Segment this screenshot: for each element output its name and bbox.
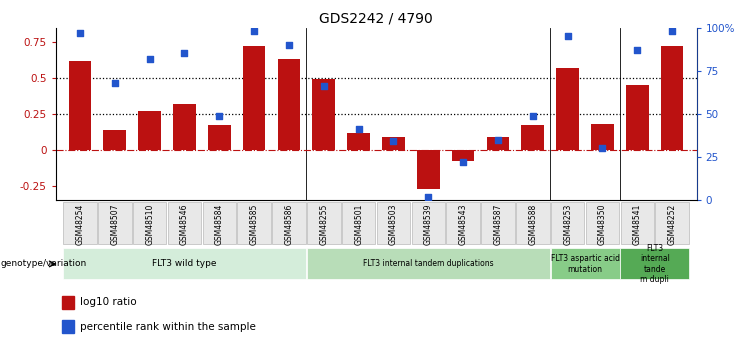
Bar bbox=[98, 203, 131, 244]
Text: GSM48543: GSM48543 bbox=[459, 204, 468, 245]
Text: FLT3 aspartic acid
mutation: FLT3 aspartic acid mutation bbox=[551, 254, 619, 274]
Text: genotype/variation: genotype/variation bbox=[1, 259, 87, 268]
Text: FLT3 wild type: FLT3 wild type bbox=[152, 259, 216, 268]
Bar bbox=[586, 203, 619, 244]
Text: GSM48350: GSM48350 bbox=[598, 204, 607, 245]
Bar bbox=[307, 248, 550, 279]
Bar bbox=[63, 248, 306, 279]
Text: log10 ratio: log10 ratio bbox=[80, 297, 136, 307]
Point bbox=[631, 47, 643, 53]
Text: GSM48254: GSM48254 bbox=[76, 204, 84, 245]
Bar bbox=[307, 203, 341, 244]
Bar bbox=[348, 132, 370, 150]
Point bbox=[353, 127, 365, 132]
Text: GSM48584: GSM48584 bbox=[215, 204, 224, 245]
Bar bbox=[487, 137, 509, 150]
Bar bbox=[63, 203, 96, 244]
Bar bbox=[620, 248, 689, 279]
Bar bbox=[446, 203, 480, 244]
Point bbox=[248, 28, 260, 34]
Bar bbox=[243, 46, 265, 150]
Bar bbox=[208, 125, 230, 150]
Bar bbox=[661, 46, 683, 150]
Point bbox=[109, 80, 121, 86]
Bar bbox=[104, 130, 126, 150]
Text: GSM48585: GSM48585 bbox=[250, 204, 259, 245]
Point bbox=[388, 139, 399, 144]
Text: GSM48546: GSM48546 bbox=[180, 204, 189, 245]
Point bbox=[422, 194, 434, 199]
Text: GSM48501: GSM48501 bbox=[354, 204, 363, 245]
Point bbox=[318, 83, 330, 89]
Text: GSM48588: GSM48588 bbox=[528, 204, 537, 245]
Text: GSM48507: GSM48507 bbox=[110, 204, 119, 245]
Bar bbox=[62, 321, 73, 333]
Point bbox=[283, 42, 295, 48]
Bar bbox=[621, 203, 654, 244]
Bar bbox=[551, 203, 585, 244]
Text: GSM48255: GSM48255 bbox=[319, 204, 328, 245]
Bar bbox=[69, 61, 91, 150]
Bar bbox=[342, 203, 376, 244]
Bar bbox=[139, 111, 161, 150]
Point bbox=[213, 113, 225, 118]
Bar bbox=[133, 203, 166, 244]
Bar bbox=[452, 150, 474, 161]
Bar bbox=[556, 68, 579, 150]
Bar bbox=[173, 104, 196, 150]
Bar bbox=[382, 137, 405, 150]
Bar bbox=[551, 248, 619, 279]
Bar bbox=[376, 203, 411, 244]
Bar bbox=[313, 79, 335, 150]
Point bbox=[74, 30, 86, 36]
Text: GSM48252: GSM48252 bbox=[668, 204, 677, 245]
Text: GSM48587: GSM48587 bbox=[494, 204, 502, 245]
Bar bbox=[202, 203, 236, 244]
Bar bbox=[411, 203, 445, 244]
Point bbox=[144, 56, 156, 61]
Bar bbox=[278, 59, 300, 150]
Text: GSM48503: GSM48503 bbox=[389, 204, 398, 245]
Text: GSM48586: GSM48586 bbox=[285, 204, 293, 245]
Text: GSM48541: GSM48541 bbox=[633, 204, 642, 245]
Text: GSM48539: GSM48539 bbox=[424, 204, 433, 245]
Bar bbox=[522, 125, 544, 150]
Text: GSM48510: GSM48510 bbox=[145, 204, 154, 245]
Bar bbox=[516, 203, 550, 244]
Title: GDS2242 / 4790: GDS2242 / 4790 bbox=[319, 11, 433, 25]
Text: FLT3
internal
tande
m dupli: FLT3 internal tande m dupli bbox=[639, 244, 670, 284]
Bar bbox=[272, 203, 306, 244]
Bar bbox=[656, 203, 689, 244]
Point bbox=[179, 51, 190, 56]
Bar bbox=[167, 203, 202, 244]
Bar bbox=[591, 124, 614, 150]
Point bbox=[492, 137, 504, 142]
Point bbox=[666, 28, 678, 34]
Bar bbox=[481, 203, 515, 244]
Text: GSM48253: GSM48253 bbox=[563, 204, 572, 245]
Point bbox=[527, 113, 539, 118]
Point bbox=[562, 33, 574, 39]
Text: percentile rank within the sample: percentile rank within the sample bbox=[80, 322, 256, 332]
Bar bbox=[626, 85, 648, 150]
Text: FLT3 internal tandem duplications: FLT3 internal tandem duplications bbox=[363, 259, 494, 268]
Bar bbox=[417, 150, 439, 189]
Point bbox=[457, 159, 469, 165]
Bar bbox=[62, 296, 73, 309]
Bar bbox=[237, 203, 271, 244]
Point bbox=[597, 146, 608, 151]
